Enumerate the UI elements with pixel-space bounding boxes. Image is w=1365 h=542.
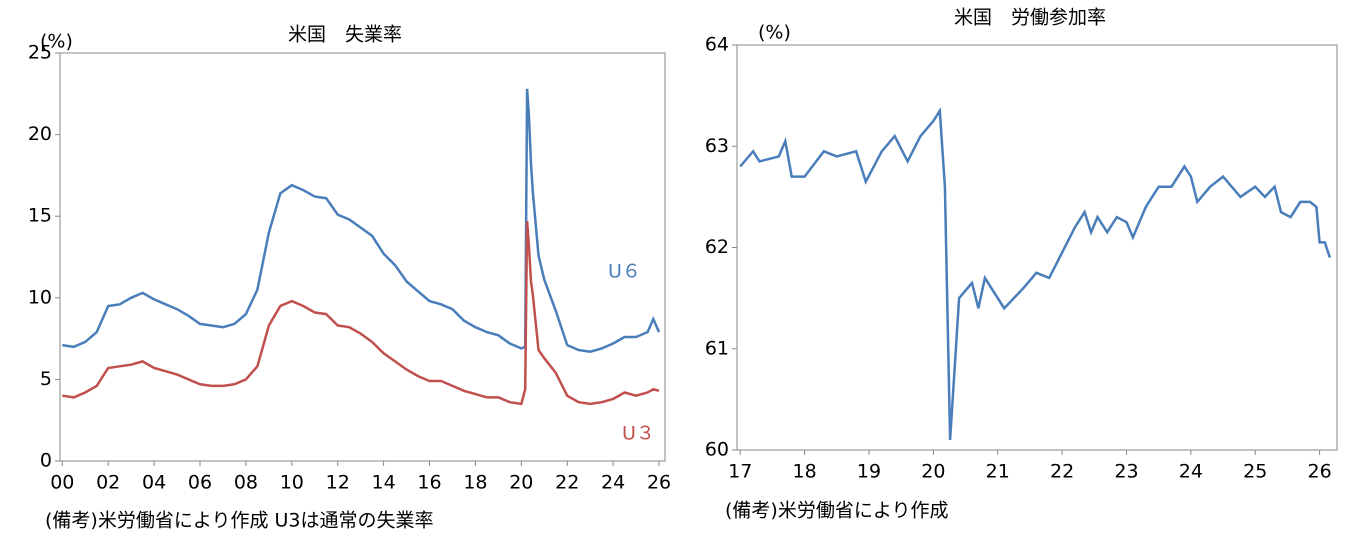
plot-frame — [736, 44, 1338, 451]
y-tick-label: 20 — [28, 123, 52, 145]
y-tick-label: 0 — [40, 450, 52, 472]
x-tick-label: 14 — [372, 472, 396, 494]
y-tick-label: 25 — [28, 42, 52, 64]
y-tick-label: 62 — [705, 236, 729, 258]
series-label: U６ — [608, 261, 641, 283]
y-tick-label: 10 — [28, 286, 52, 308]
x-tick-label: 23 — [1114, 461, 1138, 483]
line-series — [62, 88, 661, 353]
line-series — [739, 106, 1332, 440]
x-tick-label: 18 — [463, 472, 487, 494]
x-tick-label: 22 — [1050, 461, 1074, 483]
y-tick-label: 61 — [705, 337, 729, 359]
y-tick-label: 60 — [705, 439, 729, 461]
x-tick-label: 08 — [234, 472, 258, 494]
x-tick-label: 26 — [1308, 461, 1332, 483]
x-tick-label: 19 — [857, 461, 881, 483]
x-tick-label: 24 — [1179, 461, 1203, 483]
x-tick-label: 18 — [793, 461, 817, 483]
y-axis-label: (%) — [758, 22, 791, 44]
y-tick-label: 15 — [28, 205, 52, 227]
x-tick-label: 06 — [188, 472, 212, 494]
x-tick-label: 20 — [921, 461, 945, 483]
x-tick-label: 26 — [647, 472, 671, 494]
x-tick-label: 20 — [509, 472, 533, 494]
chart-title: 米国 労働参加率 — [954, 7, 1106, 29]
x-tick-label: 24 — [601, 472, 625, 494]
footnote: (備考)米労働省により作成 — [725, 500, 948, 522]
x-tick-label: 25 — [1243, 461, 1267, 483]
y-tick-label: 64 — [705, 34, 729, 56]
x-tick-label: 16 — [417, 472, 441, 494]
chart-title: 米国 失業率 — [288, 24, 402, 46]
x-tick-label: 12 — [326, 472, 350, 494]
y-tick-label: 5 — [40, 368, 52, 390]
footnote: (備考)米労働省により作成 U3は通常の失業率 — [45, 510, 433, 532]
y-tick-label: 63 — [705, 135, 729, 157]
series-label: U３ — [622, 423, 655, 445]
line-series — [62, 221, 660, 406]
x-tick-label: 02 — [96, 472, 120, 494]
plot-frame — [59, 52, 666, 462]
x-tick-label: 21 — [986, 461, 1010, 483]
y-axis-label: (%) — [40, 31, 73, 53]
x-tick-label: 22 — [555, 472, 579, 494]
x-tick-label: 04 — [142, 472, 166, 494]
x-tick-label: 17 — [728, 461, 752, 483]
x-tick-label: 10 — [280, 472, 304, 494]
x-tick-label: 00 — [50, 472, 74, 494]
